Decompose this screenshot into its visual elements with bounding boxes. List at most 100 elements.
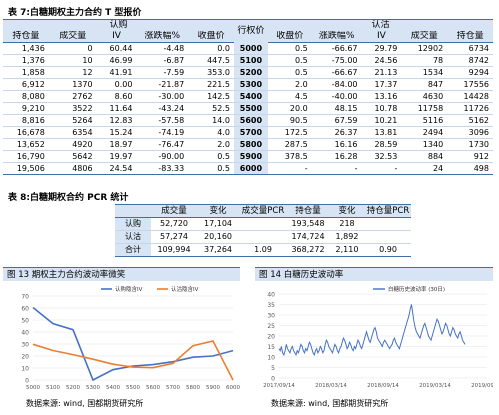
put-cell: -84.00: [311, 78, 362, 91]
pcr-table: 成交量 变化 成交量PCR 持仓量 变化 持仓量PCR 认购 52,720 17,104 193…: [115, 204, 411, 257]
table-row: 16,678 6354 15.24 -74.19 4.0 5700 172.5 26.37 13…: [3, 126, 493, 139]
x-tick-label: 2019/09/14: [471, 383, 493, 389]
fig13-chart: 0 10 20 30 40 50 60 70 5000 5100 5200 5300 5400 5500 5…: [3, 282, 240, 394]
put-cell: 29.79: [361, 42, 402, 55]
call-cell: 60.44: [96, 42, 137, 55]
series-line-0: [278, 304, 466, 357]
table-row: 9,210 3522 11.64 -43.24 52.5 5500 20.0 48.15 10.…: [3, 102, 493, 115]
put-cell: 1340: [401, 138, 448, 151]
put-cell: 11758: [401, 102, 448, 115]
x-tick-label: 2019/03/14: [419, 383, 451, 389]
strike-cell: 5700: [233, 126, 268, 139]
put-col-header: 收盘价: [267, 31, 312, 43]
y-tick-label: 30: [267, 313, 275, 320]
hv-chart-svg: 0 5 10 15 20 25 30 35 40 2017/09/14 2018/03/14 2018…: [263, 285, 499, 389]
x-tick-label: 5500: [126, 385, 140, 391]
put-cell: 4.5: [267, 90, 312, 103]
call-cell: 0.5: [188, 150, 234, 163]
series-line-1: [32, 340, 234, 381]
put-cell: 48.15: [311, 102, 362, 115]
pcr-col-header: 成交量: [151, 204, 197, 218]
put-cell: 3096: [447, 126, 493, 139]
table-row: 1,376 10 46.99 -6.87 447.5 5100 0.5 -75.00 24.56…: [3, 54, 493, 67]
pcr-cell: 1.09: [239, 243, 287, 257]
call-cell: 14.0: [188, 114, 234, 127]
pcr-cell: 17,104: [197, 217, 239, 231]
y-tick-label: 40: [267, 292, 275, 299]
pcr-col-header: 变化: [329, 204, 365, 218]
pcr-cell: 174,724: [287, 230, 329, 244]
y-tick-label: 0: [25, 378, 29, 385]
put-cell: 5116: [401, 114, 448, 127]
put-cell: -75.00: [311, 54, 362, 67]
y-tick-label: 10: [21, 366, 29, 373]
table-row: 认购 52,720 17,104 193,548 218: [115, 217, 411, 231]
put-cell: -40.00: [311, 90, 362, 103]
put-cell: 0.5: [267, 54, 312, 67]
call-cell: 4806: [48, 162, 97, 175]
put-cell: 14428: [447, 90, 493, 103]
strike-cell: 6000: [233, 162, 268, 175]
put-cell: -66.67: [311, 42, 362, 55]
call-col-header: 成交量: [48, 31, 97, 43]
t-quote-table: 认购 行权价 认沽 持仓量 成交量 IV 涨跌幅% 收盘价 收盘价 涨跌幅% IV 成交量 持仓量…: [3, 19, 493, 175]
put-col-header: 持仓量: [447, 31, 493, 43]
call-cell: 12.83: [96, 114, 137, 127]
call-cell: 24.54: [96, 162, 137, 175]
call-cell: 2762: [48, 90, 97, 103]
fig14-chart: 0 5 10 15 20 25 30 35 40 2017/09/14 2018/03/14 2018…: [255, 282, 499, 394]
put-cell: 2.0: [267, 78, 312, 91]
legend-label: 白糖历史波动率 (30日): [388, 285, 445, 293]
call-cell: 1370: [48, 78, 97, 91]
call-cell: 5642: [48, 150, 97, 163]
pcr-cell: 52,720: [151, 217, 197, 231]
table-row: 19,506 4806 24.54 -83.33 0.5 6000- - -24 498: [3, 162, 493, 175]
table-row: 8,080 2762 8.60 -30.00 142.5 5400 4.5 -40.00 13.…: [3, 90, 493, 103]
put-cell: 9294: [447, 66, 493, 79]
y-tick-label: 30: [21, 342, 29, 349]
call-group-header: 认购: [3, 19, 234, 31]
y-tick-label: 15: [267, 344, 275, 351]
strike-cell: 5200: [233, 66, 268, 79]
call-cell: 18.97: [96, 138, 137, 151]
y-tick-label: 0: [271, 376, 275, 383]
put-cell: 16.28: [311, 150, 362, 163]
strike-cell: 5000: [233, 42, 268, 55]
pcr-cell: [365, 217, 411, 231]
put-cell: 10.78: [361, 102, 402, 115]
y-tick-label: 20: [267, 334, 275, 341]
call-cell: 9,210: [3, 102, 49, 115]
call-cell: -4.48: [136, 42, 189, 55]
call-cell: 1,436: [3, 42, 49, 55]
x-tick-label: 5400: [106, 385, 120, 391]
series-line-0: [32, 306, 234, 382]
put-cell: 13.16: [361, 90, 402, 103]
strike-header: 行权价: [233, 19, 268, 43]
put-cell: 884: [401, 150, 448, 163]
table-row: 6,912 1370 0.00 -21.87 221.5 5300 2.0 -84.00 17.…: [3, 78, 493, 91]
call-cell: -7.59: [136, 66, 189, 79]
fig13-source: 数据来源: wind, 国都期货研究所: [26, 399, 144, 408]
strike-cell: 5500: [233, 102, 268, 115]
put-cell: -: [267, 162, 312, 175]
pcr-cell: 57,274: [151, 230, 197, 244]
pcr-col-header: 成交量PCR: [239, 204, 287, 218]
call-cell: 8.60: [96, 90, 137, 103]
call-cell: 8,080: [3, 90, 49, 103]
call-cell: 0.00: [96, 78, 137, 91]
call-cell: 353.0: [188, 66, 234, 79]
call-cell: 11.64: [96, 102, 137, 115]
call-cell: 4.0: [188, 126, 234, 139]
x-tick-label: 2017/09/14: [263, 383, 295, 389]
pcr-cell: [239, 217, 287, 231]
pcr-row-label: 合计: [115, 243, 151, 257]
pcr-cell: 20,160: [197, 230, 239, 244]
strike-cell: 5800: [233, 138, 268, 151]
call-cell: 19,506: [3, 162, 49, 175]
pcr-col-header: 变化: [197, 204, 239, 218]
put-col-header: 成交量: [401, 31, 448, 43]
call-cell: 1,376: [3, 54, 49, 67]
put-cell: 1534: [401, 66, 448, 79]
table-row: 13,652 4920 18.97 -76.47 2.0 5800 287.5 16.16 28…: [3, 138, 493, 151]
x-tick-label: 5600: [146, 385, 160, 391]
